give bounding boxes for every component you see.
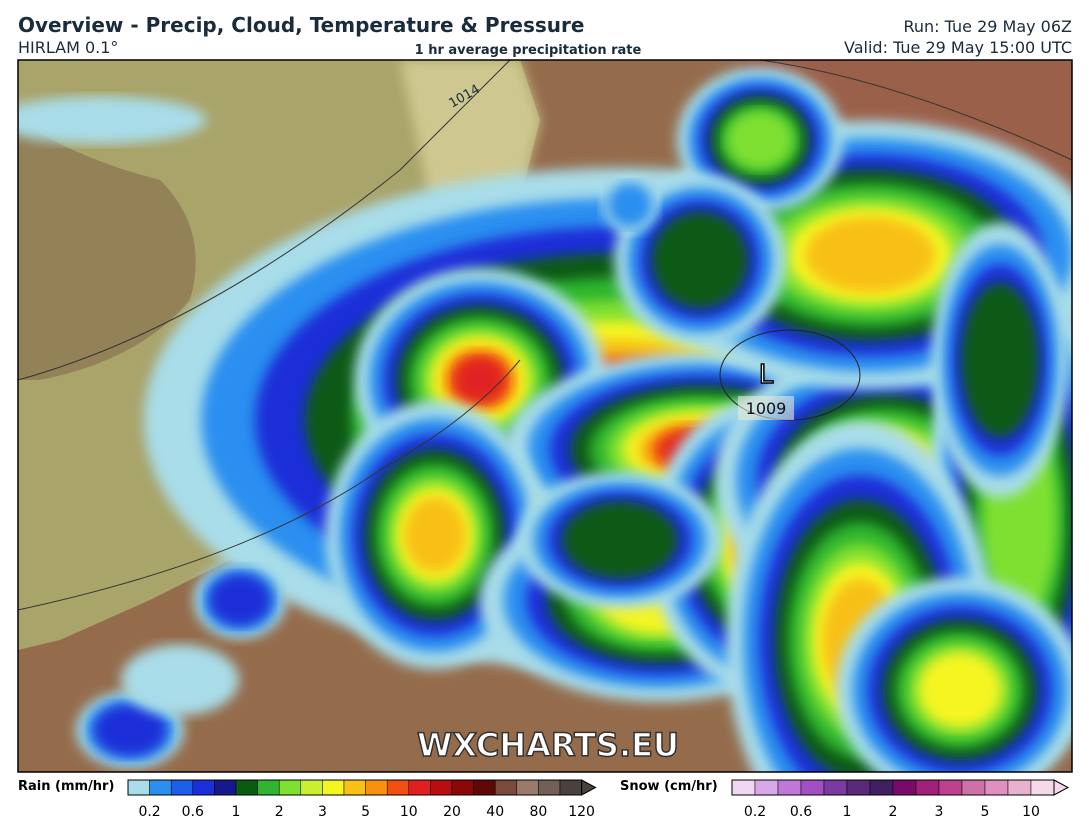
england (18, 120, 196, 380)
colorbar-segment (494, 779, 518, 796)
colorbar-tick-label: 1 (843, 804, 852, 820)
colorbar-segment (1007, 779, 1032, 796)
colorbar-tick-label: 10 (1022, 804, 1040, 820)
colorbar-tick-label: 120 (568, 804, 595, 820)
colorbar-segment (127, 779, 150, 796)
colorbar-segment (892, 779, 917, 796)
colorbar-segment (516, 779, 539, 796)
colorbar-segment (214, 779, 237, 796)
precip-area (208, 574, 272, 626)
precipitation (18, 67, 1072, 772)
colorbar-segment (300, 779, 323, 796)
colorbar-tick-label: 3 (935, 804, 944, 820)
colorbar-segment (365, 779, 388, 796)
precip-area (455, 358, 505, 402)
rain-colorbar: 0.2 0.6 1 2 3 5 10 20 40 80 120 (127, 779, 597, 820)
colorbar-tick-label: 2 (275, 804, 284, 820)
colorbar-segment (984, 779, 1009, 796)
colorbar-tick-label: 40 (486, 804, 504, 820)
colorbar-tick-label: 5 (981, 804, 990, 820)
run: Run: Tue 29 May 06Z (904, 17, 1073, 36)
precip-area (561, 501, 679, 579)
colorbar-segment (938, 779, 963, 796)
colorbar-segment (473, 779, 496, 796)
colorbar-arrow (581, 779, 597, 796)
title: Overview - Precip, Cloud, Temperature & … (18, 13, 584, 37)
isobar (18, 359, 521, 611)
colorbar-segment (961, 779, 986, 796)
model: HIRLAM 0.1° (18, 38, 118, 57)
colorbar-tick-label: 80 (529, 804, 547, 820)
isobar (759, 60, 1072, 161)
rain-legend-title: Rain (mm/hr) (18, 779, 114, 794)
colorbar-tick-label: 0.6 (182, 804, 204, 820)
map-frame (17, 59, 1073, 773)
colorbar-tick-label: 0.6 (790, 804, 812, 820)
field: 1 hr average precipitation rate (415, 43, 642, 58)
snow-colorbar: 0.2 0.6 1 2 3 5 10 (731, 779, 1070, 820)
precip-area (607, 182, 653, 228)
colorbar-segment (869, 779, 894, 796)
snow-legend-title: Snow (cm/hr) (620, 779, 718, 794)
precip-area (961, 282, 1039, 438)
colorbar-tick-label: 10 (400, 804, 418, 820)
precip-area (804, 217, 936, 293)
map: 1014 L 1009 WXCHARTS.EU (18, 60, 1072, 772)
colorbar-segment (278, 779, 302, 796)
colorbar-frame (127, 779, 583, 796)
colorbar-segment (777, 779, 802, 796)
colorbar-segment (235, 779, 258, 796)
colorbar-segment (1030, 779, 1055, 796)
colorbar-tick-label: 2 (889, 804, 898, 820)
colorbar-segment (559, 779, 582, 796)
colorbar-segment (430, 779, 453, 796)
precip-area (121, 644, 239, 716)
precip-area (404, 497, 466, 573)
colorbar-segment (192, 779, 215, 796)
colorbar-arrow (1053, 779, 1070, 796)
colorbar-segment (538, 779, 561, 796)
colorbar-segment (322, 779, 345, 796)
colorbar-tick-label: 1 (232, 804, 241, 820)
low-marker: L (759, 360, 774, 390)
isobar (18, 60, 511, 381)
precip-area (651, 211, 749, 309)
colorbar-segment (408, 779, 431, 796)
colorbar-segment (386, 779, 410, 796)
colorbar-tick-label: 0.2 (138, 804, 160, 820)
colorbar-tick-label: 20 (443, 804, 461, 820)
colorbar-segment (754, 779, 779, 796)
watermark: WXCHARTS.EU (417, 726, 679, 764)
colorbar-segment (846, 779, 871, 796)
colorbar-segment (800, 779, 825, 796)
colorbar-segment (915, 779, 940, 796)
colorbar-segment (823, 779, 848, 796)
colorbar-segment (731, 779, 756, 796)
colorbar-tick-label: 0.2 (744, 804, 766, 820)
colorbar-segment (257, 779, 280, 796)
colorbar-segment (170, 779, 194, 796)
colorbar-tick-label: 3 (318, 804, 327, 820)
colorbar-segment (451, 779, 474, 796)
valid: Valid: Tue 29 May 15:00 UTC (844, 38, 1072, 57)
colorbar-segment (149, 779, 172, 796)
precip-area (918, 652, 1002, 728)
label-box (738, 396, 794, 420)
precip-area (726, 111, 794, 169)
precip-area (18, 96, 207, 144)
colorbar-frame (731, 779, 1055, 796)
precip-area (93, 704, 167, 756)
low-pressure: 1009 (746, 399, 787, 418)
colorbar-tick-label: 5 (361, 804, 370, 820)
colorbar-segment (343, 779, 366, 796)
